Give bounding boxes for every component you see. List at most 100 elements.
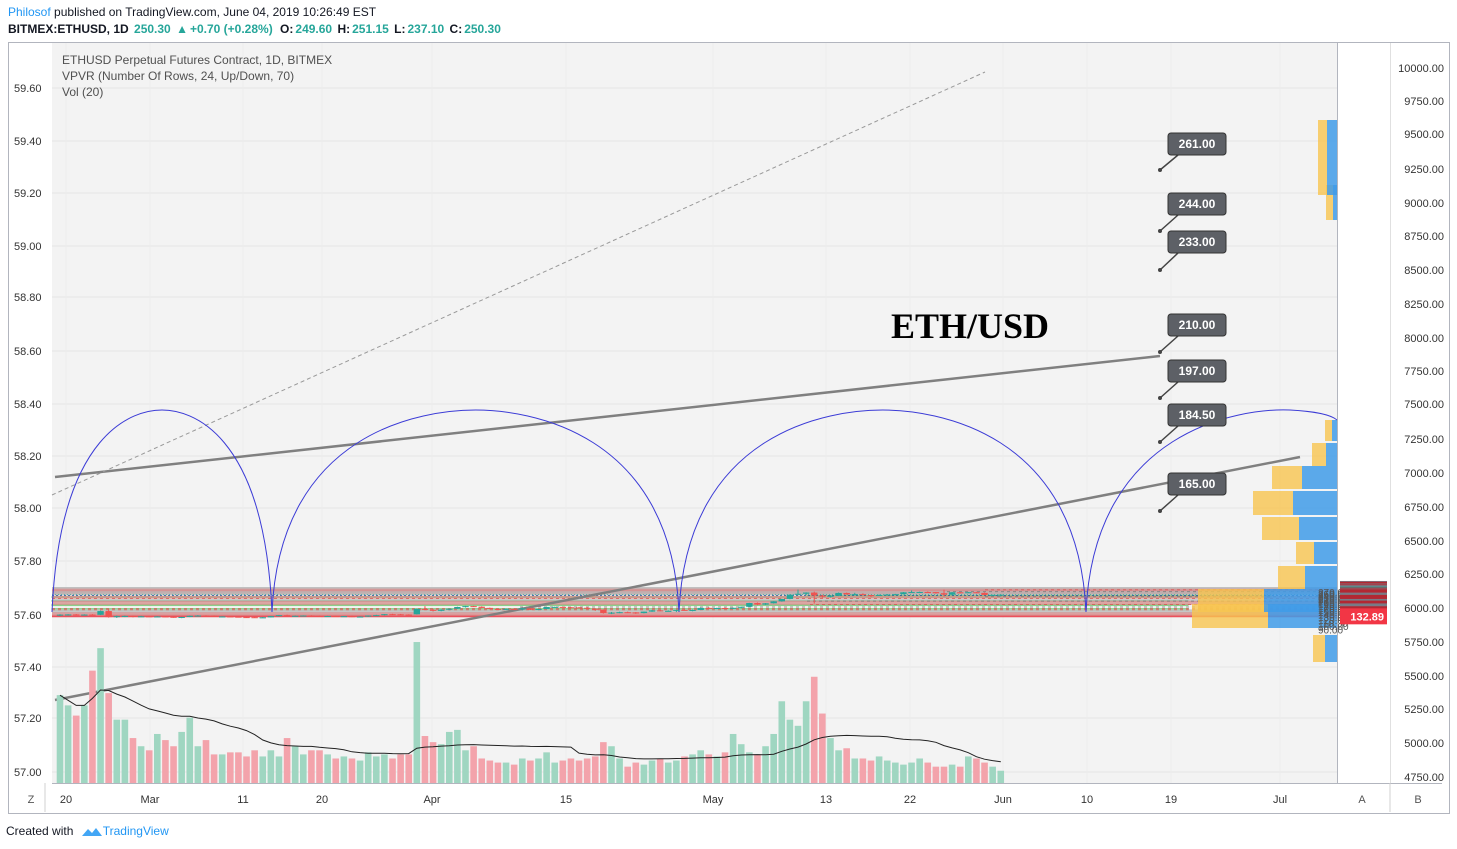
vpvr-down-bar: [1264, 589, 1337, 612]
candle: [819, 594, 826, 598]
candle-body: [219, 616, 226, 618]
inner-axis-label: 260.00: [1318, 589, 1349, 600]
candle: [859, 593, 867, 596]
open-label: O:: [280, 22, 294, 36]
candle-body: [364, 615, 372, 617]
vpvr-up-bar: [1318, 120, 1327, 195]
tradingview-brand[interactable]: TradingView: [102, 824, 169, 838]
left-axis-label: 57.80: [14, 556, 42, 568]
candle: [640, 611, 648, 614]
candle-body: [567, 607, 575, 609]
time-axis-label: 10: [1081, 794, 1093, 806]
candle-body: [64, 614, 72, 616]
candle: [348, 615, 356, 618]
volume-bar: [64, 705, 72, 783]
candle-body: [681, 609, 688, 611]
volume-bar: [948, 764, 956, 783]
volume-bar: [559, 760, 567, 783]
candle: [778, 598, 785, 602]
candle: [543, 606, 550, 610]
candle-body: [575, 607, 583, 609]
candle: [413, 608, 421, 615]
volume-bar: [429, 742, 437, 783]
left-axis-label: 57.20: [14, 713, 42, 725]
candle: [113, 615, 120, 618]
volume-bar: [259, 756, 267, 783]
candle-body: [454, 607, 461, 609]
volume-bar: [819, 713, 826, 783]
volume-bar: [810, 676, 818, 783]
candle-body: [340, 616, 348, 618]
footer: Created with TradingView: [6, 824, 169, 838]
volume-bar: [381, 754, 388, 783]
left-axis-label: 59.60: [14, 83, 42, 95]
callout-anchor: [1158, 440, 1162, 444]
candle-body: [486, 607, 494, 609]
axis-button-a[interactable]: A: [1358, 794, 1366, 806]
vpvr-down-bar: [1299, 517, 1337, 540]
inner-axis-label: 100.00: [1318, 622, 1349, 633]
callout-box: [1167, 192, 1227, 216]
candle: [746, 602, 753, 608]
candle-body: [291, 615, 299, 617]
candle-body: [202, 615, 210, 617]
volume-bar: [843, 748, 850, 783]
time-axis-label: 13: [820, 794, 832, 806]
volume-bar: [494, 762, 502, 783]
volume-bar: [527, 760, 534, 783]
candle-body: [283, 615, 291, 617]
volume-bar: [154, 733, 161, 783]
time-axis-label: 22: [904, 794, 916, 806]
candle-body: [600, 609, 607, 613]
author-link[interactable]: Philosof: [8, 5, 51, 19]
candle: [389, 613, 396, 616]
candle-body: [859, 594, 867, 596]
vpvr-down-bar: [1302, 466, 1337, 489]
candle: [559, 606, 567, 608]
candle: [729, 607, 737, 610]
volume-bar: [267, 750, 275, 783]
candle: [478, 606, 485, 609]
axis-button-z[interactable]: Z: [28, 794, 35, 806]
axis-button-b[interactable]: B: [1414, 794, 1421, 806]
high-label: H:: [337, 22, 351, 36]
volume-bar: [778, 701, 786, 783]
inner-axis-label: 250.00: [1318, 591, 1349, 602]
candle: [97, 610, 104, 616]
candle: [527, 607, 534, 610]
callout-pointer: [1159, 214, 1179, 232]
candle-body: [802, 592, 810, 594]
callout-label: 244.00: [1179, 197, 1216, 211]
volume-bar: [405, 754, 413, 783]
candle: [519, 608, 526, 611]
candle-body: [210, 615, 218, 617]
candle: [219, 616, 226, 618]
price-chart[interactable]: 261.00 244.00 233.00 210.00 197.00 184.50 165.…: [0, 0, 1457, 820]
vpvr-up-bar: [1272, 466, 1302, 489]
volume-bar: [348, 758, 356, 783]
callout-anchor: [1158, 268, 1162, 272]
time-axis-label: Apr: [423, 794, 440, 806]
candle-body: [875, 594, 883, 596]
right-axis-label: 6500.00: [1404, 536, 1444, 548]
callout-box: [1167, 359, 1227, 383]
created-with-text: Created with: [6, 824, 74, 838]
candle-body: [592, 608, 599, 610]
volume-bar: [551, 762, 559, 783]
candle: [210, 615, 218, 617]
inner-axis-label: 90.00: [1318, 626, 1343, 637]
volume-bar: [210, 754, 218, 783]
candle: [616, 611, 623, 614]
candle: [381, 614, 388, 616]
candle: [267, 615, 275, 618]
callout-label: 184.50: [1179, 408, 1216, 422]
candle-body: [989, 594, 996, 596]
right-axis-label: 9750.00: [1404, 96, 1444, 108]
candle-body: [746, 603, 753, 607]
dashed-trend-line: [51, 71, 986, 496]
price-callouts: 261.00 244.00 233.00 210.00 197.00 184.50 165.…: [1158, 132, 1227, 513]
right-axis-label: 7750.00: [1404, 366, 1444, 378]
volume-bar: [762, 746, 769, 783]
plot-background: [52, 43, 1337, 783]
callout: 233.00: [1158, 230, 1227, 272]
